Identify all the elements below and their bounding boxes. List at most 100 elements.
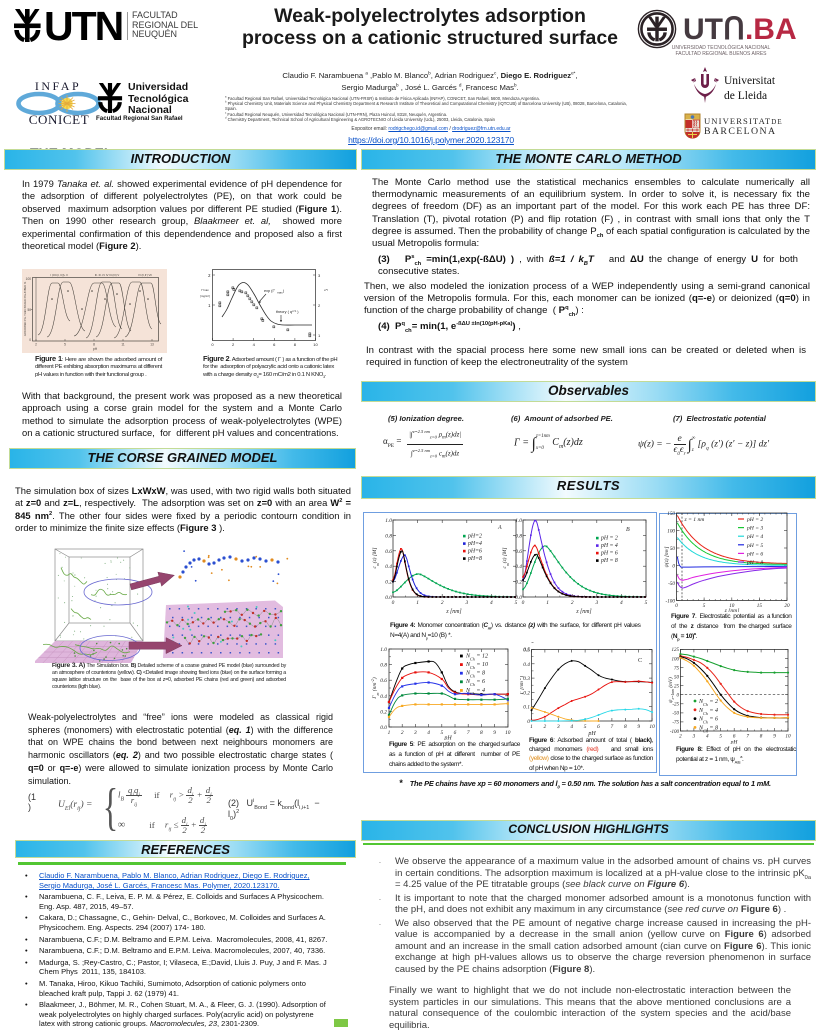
svg-text:4: 4: [490, 600, 493, 606]
svg-text:9: 9: [493, 730, 496, 736]
svg-text:25: 25: [674, 685, 680, 690]
svg-text:1: 1: [530, 724, 533, 730]
svg-text:75: 75: [674, 666, 680, 671]
svg-text:9: 9: [637, 724, 640, 730]
svg-text:2: 2: [401, 730, 404, 736]
svg-text:pH = 4: pH = 4: [600, 542, 618, 549]
svg-text:5: 5: [440, 730, 443, 736]
svg-text:50: 50: [674, 675, 680, 680]
svg-text:0.5: 0.5: [523, 647, 530, 653]
svg-text:σⁿ²: σⁿ²: [324, 288, 328, 292]
svg-text:8: 8: [760, 734, 763, 740]
svg-text:6: 6: [454, 730, 457, 736]
svg-text:5: 5: [703, 603, 706, 609]
svg-text:10: 10: [785, 734, 791, 740]
svg-text:5: 5: [515, 600, 518, 606]
svg-text:3: 3: [594, 600, 598, 606]
svg-text:0: 0: [677, 694, 680, 699]
svg-text:B: B: [626, 527, 630, 533]
svg-text:0.0: 0.0: [380, 725, 387, 731]
svg-text:10: 10: [729, 603, 735, 609]
svg-text:-75: -75: [672, 721, 679, 726]
svg-text:4: 4: [620, 600, 623, 606]
svg-text:pH: pH: [587, 731, 596, 737]
svg-text:8: 8: [93, 343, 95, 347]
svg-text:8: 8: [624, 724, 627, 730]
svg-text:1: 1: [546, 600, 549, 606]
svg-text:I (OC)I, II(I)- II: I (OC)I, II(I)- II: [50, 273, 68, 277]
svg-text:2: 2: [208, 273, 211, 278]
svg-text:ψ(z) [mv]: ψ(z) [mv]: [663, 547, 670, 568]
svg-text:z [nm]: z [nm]: [575, 609, 591, 615]
svg-text:2: 2: [232, 342, 235, 347]
svg-text:Γ'max: Γ'max: [201, 288, 209, 292]
svg-text:3: 3: [413, 730, 417, 736]
svg-text:1.0: 1.0: [385, 518, 392, 524]
svg-text:0: 0: [211, 342, 214, 347]
svg-text:NCh = 6: NCh = 6: [698, 717, 718, 725]
svg-text:0: 0: [522, 600, 525, 606]
svg-text:100: 100: [667, 529, 675, 535]
svg-text:0: 0: [527, 719, 530, 725]
svg-text:0.2: 0.2: [385, 580, 392, 586]
svg-text:6: 6: [273, 342, 276, 347]
svg-text:0: 0: [29, 338, 31, 342]
svg-text:III. III..IV IV III.(III) V: III. III..IV IV III.(III) V: [95, 273, 120, 277]
svg-text:5: 5: [645, 600, 648, 606]
svg-text:cm(z) [M]: cm(z) [M]: [371, 547, 380, 568]
svg-text:-50: -50: [668, 581, 675, 587]
svg-text:6: 6: [597, 724, 600, 730]
svg-text:1: 1: [318, 333, 321, 338]
svg-text:0.5: 0.5: [523, 648, 530, 654]
svg-text:0.0: 0.0: [385, 595, 392, 601]
svg-text:0.2: 0.2: [523, 690, 530, 696]
svg-text:0.8: 0.8: [515, 533, 522, 539]
svg-text:7: 7: [611, 724, 614, 730]
svg-text:NCh = 8: NCh = 8: [698, 725, 718, 733]
svg-text:0.8: 0.8: [385, 533, 392, 539]
svg-text:8: 8: [480, 730, 483, 736]
svg-text:3: 3: [556, 724, 560, 730]
svg-text:pH=4: pH=4: [467, 540, 482, 547]
svg-text:theory ( qⁿ°¹ ): theory ( qⁿ°¹ ): [276, 310, 299, 314]
svg-text:100: 100: [26, 277, 32, 281]
svg-text:NCh = 2: NCh = 2: [698, 699, 718, 707]
svg-text:1.0: 1.0: [380, 647, 387, 653]
svg-text:3: 3: [693, 734, 696, 740]
svg-text:Γm (nm-2): Γm (nm-2): [370, 677, 380, 700]
svg-text:3: 3: [318, 273, 321, 278]
svg-text:): ): [283, 289, 285, 293]
svg-text:pH = 5: pH = 5: [746, 543, 763, 549]
svg-text:0.3: 0.3: [523, 676, 530, 682]
svg-text:50: 50: [27, 308, 31, 312]
svg-text:50: 50: [670, 546, 676, 552]
svg-text:7: 7: [467, 730, 470, 736]
svg-text:NCh = 8: NCh = 8: [465, 671, 485, 679]
svg-text:pH = 2: pH = 2: [600, 536, 618, 542]
svg-text:pH: pH: [93, 347, 98, 351]
svg-text:0.4: 0.4: [385, 564, 392, 570]
svg-text:UTN: UTN: [44, 9, 122, 45]
svg-text:pH = 4: pH = 4: [746, 534, 763, 540]
svg-text:8: 8: [294, 342, 297, 347]
svg-text:0.8: 0.8: [380, 663, 387, 669]
svg-text:0.4: 0.4: [380, 694, 387, 700]
svg-text:-100: -100: [670, 730, 680, 735]
svg-text:1: 1: [388, 730, 391, 736]
svg-text:15: 15: [757, 603, 763, 609]
svg-text:20: 20: [784, 603, 790, 609]
svg-text:VI (II,II') VII: VI (II,II') VII: [138, 273, 152, 277]
svg-text:pH=2: pH=2: [467, 534, 482, 540]
svg-text:13: 13: [150, 343, 154, 347]
svg-text:-50: -50: [672, 712, 679, 717]
svg-text:0.6: 0.6: [385, 549, 392, 555]
svg-text:0.2: 0.2: [380, 709, 387, 715]
svg-text:5: 5: [584, 724, 587, 730]
svg-text:cm(z) [M]: cm(z) [M]: [501, 547, 510, 568]
svg-text:pH = 2: pH = 2: [746, 517, 763, 523]
svg-text:C: C: [638, 657, 642, 664]
svg-text:-100: -100: [665, 599, 675, 605]
svg-text:0.4: 0.4: [523, 662, 530, 668]
svg-text:0.0: 0.0: [515, 595, 522, 601]
svg-text:pH: pH: [443, 736, 452, 741]
